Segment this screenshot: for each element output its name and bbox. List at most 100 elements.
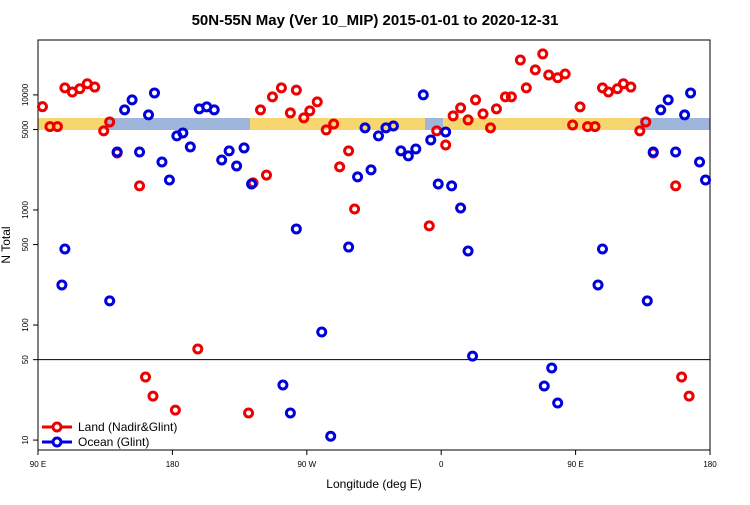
point bbox=[255, 104, 267, 116]
point bbox=[238, 142, 250, 154]
point bbox=[163, 174, 175, 186]
point bbox=[74, 83, 86, 95]
point bbox=[417, 89, 429, 101]
point bbox=[596, 243, 608, 255]
x-axis-label: Longitude (deg E) bbox=[326, 477, 421, 491]
point bbox=[275, 82, 287, 94]
point bbox=[343, 145, 355, 157]
legend-label: Land (Nadir&Glint) bbox=[78, 420, 177, 434]
point bbox=[89, 81, 101, 93]
point bbox=[328, 118, 340, 130]
point bbox=[216, 154, 228, 166]
point bbox=[290, 84, 302, 96]
point bbox=[260, 169, 272, 181]
point bbox=[640, 116, 652, 128]
point bbox=[440, 126, 452, 138]
point bbox=[119, 104, 131, 116]
point bbox=[104, 295, 116, 307]
point bbox=[592, 279, 604, 291]
point bbox=[423, 220, 435, 232]
point bbox=[446, 180, 458, 192]
point bbox=[685, 87, 697, 99]
point bbox=[546, 362, 558, 374]
point bbox=[365, 164, 377, 176]
point bbox=[104, 116, 116, 128]
point bbox=[641, 295, 653, 307]
y-tick-label: 500 bbox=[21, 237, 30, 251]
y-tick-label: 5000 bbox=[21, 120, 30, 138]
point bbox=[634, 125, 646, 137]
point bbox=[147, 390, 159, 402]
point bbox=[447, 110, 459, 122]
y-tick-label: 10000 bbox=[21, 83, 30, 106]
point bbox=[670, 146, 682, 158]
point bbox=[484, 122, 496, 134]
point bbox=[359, 122, 371, 134]
point bbox=[499, 91, 511, 103]
point bbox=[455, 102, 467, 114]
point bbox=[455, 202, 467, 214]
point bbox=[59, 243, 71, 255]
chart-title: 50N-55N May (Ver 10_MIP) 2015-01-01 to 2… bbox=[192, 12, 559, 29]
point bbox=[462, 114, 474, 126]
point bbox=[184, 141, 196, 153]
point bbox=[602, 86, 614, 98]
point bbox=[352, 171, 364, 183]
point bbox=[662, 94, 674, 106]
point bbox=[625, 81, 637, 93]
point bbox=[402, 150, 414, 162]
point bbox=[372, 130, 384, 142]
point bbox=[134, 180, 146, 192]
point bbox=[126, 94, 138, 106]
point bbox=[56, 279, 68, 291]
point bbox=[277, 379, 289, 391]
x-tick-label: 180 bbox=[703, 460, 717, 469]
point bbox=[679, 109, 691, 121]
legend-label: Ocean (Glint) bbox=[78, 435, 149, 449]
y-tick-label: 10 bbox=[21, 435, 30, 444]
point bbox=[537, 48, 549, 60]
point bbox=[334, 161, 346, 173]
point bbox=[231, 160, 243, 172]
point bbox=[349, 203, 361, 215]
point bbox=[410, 143, 422, 155]
y-axis-label: N Total bbox=[0, 226, 13, 263]
point bbox=[432, 178, 444, 190]
ocean-strip bbox=[105, 118, 250, 130]
point bbox=[51, 121, 63, 133]
point bbox=[589, 121, 601, 133]
point bbox=[208, 104, 220, 116]
point bbox=[700, 174, 712, 186]
point bbox=[520, 82, 532, 94]
y-tick-label: 50 bbox=[21, 355, 30, 364]
x-tick-label: 180 bbox=[166, 460, 180, 469]
point bbox=[543, 69, 555, 81]
point bbox=[311, 96, 323, 108]
x-tick-label: 90 E bbox=[567, 460, 583, 469]
point bbox=[143, 109, 155, 121]
point bbox=[676, 371, 688, 383]
point bbox=[425, 134, 437, 146]
legend-marker bbox=[51, 421, 63, 433]
point bbox=[148, 87, 160, 99]
point bbox=[192, 343, 204, 355]
x-tick-label: 90 E bbox=[30, 460, 46, 469]
point bbox=[462, 245, 474, 257]
point bbox=[316, 326, 328, 338]
point bbox=[266, 91, 278, 103]
legend-marker bbox=[51, 436, 63, 448]
point bbox=[325, 430, 337, 442]
x-tick-label: 90 W bbox=[297, 460, 316, 469]
point bbox=[567, 119, 579, 131]
point bbox=[343, 241, 355, 253]
point bbox=[98, 125, 110, 137]
point bbox=[395, 145, 407, 157]
point bbox=[246, 178, 258, 190]
point bbox=[290, 223, 302, 235]
point bbox=[552, 397, 564, 409]
map-strip bbox=[38, 118, 710, 130]
point bbox=[559, 68, 571, 80]
point bbox=[574, 101, 586, 113]
point bbox=[140, 371, 152, 383]
